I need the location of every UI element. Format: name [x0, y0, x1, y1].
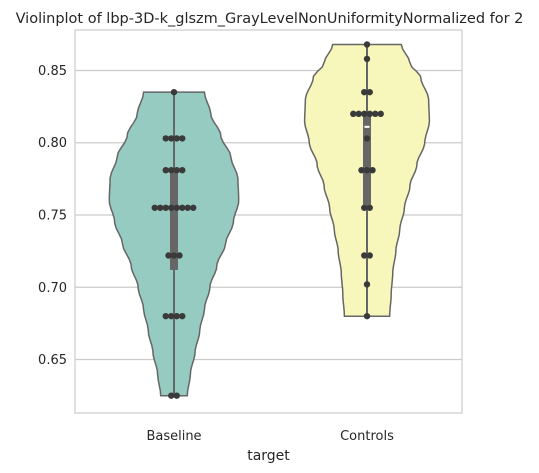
data-point [363, 41, 371, 48]
data-point [151, 204, 158, 211]
data-point [162, 204, 169, 211]
data-point [355, 110, 362, 118]
iqr-box [170, 170, 178, 270]
y-tick-label: 0.75 [38, 208, 67, 223]
data-point [173, 204, 180, 211]
data-point [179, 135, 186, 142]
data-point [363, 312, 371, 320]
data-point [366, 204, 373, 211]
data-point [162, 135, 169, 142]
data-point [173, 135, 180, 142]
data-point [170, 252, 178, 259]
data-point [363, 281, 371, 288]
data-point [363, 55, 371, 63]
data-point [369, 166, 376, 174]
data-point [168, 166, 175, 174]
data-point [358, 166, 365, 174]
y-tick-label: 0.65 [38, 353, 67, 368]
data-point [350, 110, 357, 118]
data-point [363, 166, 371, 174]
data-point [157, 204, 164, 211]
data-point [361, 88, 368, 96]
plot-frame [74, 29, 463, 414]
data-point [170, 88, 178, 96]
data-point [361, 110, 368, 118]
data-point [184, 204, 191, 211]
data-point [179, 166, 186, 174]
x-tick-label: Controls [340, 429, 394, 444]
iqr-box [363, 113, 371, 205]
violins [108, 43, 431, 397]
y-tick-labels: 0.65 0.70 0.75 0.80 0.85 [38, 64, 67, 368]
data-point [190, 204, 197, 211]
data-point [179, 312, 186, 320]
data-point [366, 88, 373, 96]
data-point [168, 204, 175, 211]
data-point [173, 312, 180, 320]
x-tick-labels: Baseline Controls [146, 429, 394, 444]
y-tick-label: 0.85 [38, 64, 67, 79]
y-tick-label: 0.80 [38, 136, 67, 151]
data-point [176, 252, 183, 259]
data-point [361, 204, 368, 211]
x-axis-label: target [247, 448, 290, 464]
data-point [173, 166, 180, 174]
data-point [162, 166, 169, 174]
data-point [361, 252, 368, 259]
chart-title: Violinplot of lbp-3D-k_glszm_GrayLevelNo… [16, 11, 524, 27]
data-point [162, 312, 169, 320]
y-tick-label: 0.70 [38, 281, 67, 296]
x-tick-label: Baseline [146, 429, 201, 444]
data-point [168, 392, 175, 399]
data-point [165, 252, 172, 259]
data-point [366, 252, 373, 259]
data-point [179, 204, 186, 211]
data-point [363, 135, 371, 142]
median-marker [364, 125, 370, 128]
data-point [377, 110, 384, 118]
data-points [151, 41, 384, 399]
data-point [372, 110, 379, 118]
data-point [173, 392, 180, 399]
data-point [168, 312, 175, 320]
data-point [366, 110, 373, 118]
data-point [168, 135, 175, 142]
